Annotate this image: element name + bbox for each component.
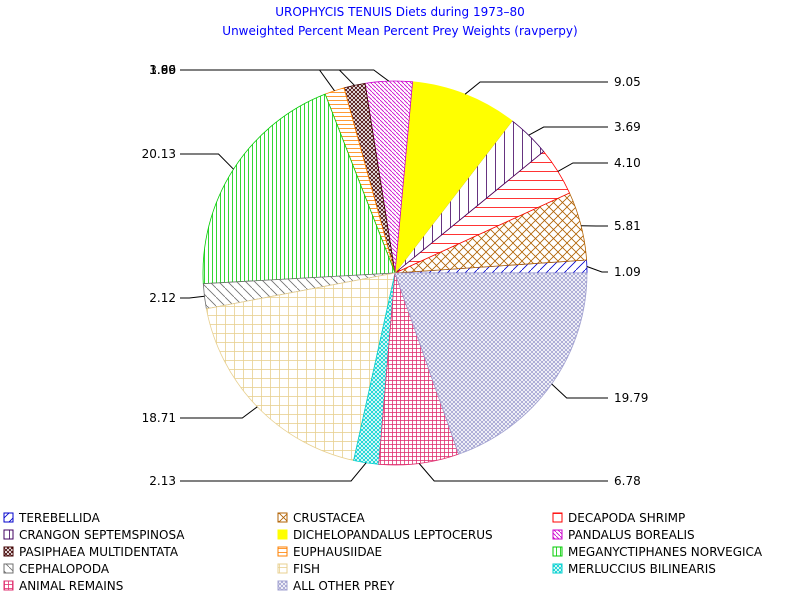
value-label-merluccius-bilinearis: 2.13 — [149, 474, 176, 488]
legend-swatch — [277, 512, 288, 523]
legend-label: PANDALUS BOREALIS — [568, 528, 695, 542]
value-label-terebellida: 1.09 — [614, 265, 641, 279]
leader-line-pasiphaea-multidentata — [180, 69, 355, 86]
leader-line-meganyctiphanes-norvegica — [180, 153, 234, 170]
legend-swatch — [3, 580, 14, 591]
leader-line-dichelopandalus-leptocerus — [464, 81, 608, 95]
legend-item-pasiphaea-multidentata: PASIPHAEA MULTIDENTATA — [3, 545, 179, 559]
leader-line-crangon-septemspinosa — [528, 126, 608, 136]
legend-item-dichelopandalus-leptocerus: DICHELOPANDALUS LEPTOCERUS — [277, 528, 493, 542]
slice-all-other-prey — [394, 272, 588, 455]
value-label-dichelopandalus-leptocerus: 9.05 — [614, 75, 641, 89]
legend-swatch — [277, 529, 288, 540]
slice-labels: 1.09 5.81 4.10 3.69 9.05 3.991.801.66 20.13 2.1… — [142, 63, 649, 488]
value-label-pandalus-borealis: 3.99 — [149, 63, 176, 77]
legend-swatch — [552, 563, 563, 574]
legend-label: FISH — [293, 562, 320, 576]
chart-subtitle: Unweighted Percent Mean Percent Prey Wei… — [222, 24, 577, 38]
legend-label: ANIMAL REMAINS — [19, 579, 123, 593]
legend-item-crangon-septemspinosa: CRANGON SEPTEMSPINOSA — [3, 528, 185, 542]
legend-item-all-other-prey: ALL OTHER PREY — [277, 579, 395, 593]
legend-label: EUPHAUSIIDAE — [293, 545, 382, 559]
value-label-decapoda-shrimp: 4.10 — [614, 156, 641, 170]
legend-swatch — [3, 512, 14, 523]
leader-line-animal-remains — [418, 463, 608, 482]
legend-swatch — [552, 512, 563, 523]
legend-item-euphausiidae: EUPHAUSIIDAE — [277, 545, 382, 559]
value-label-fish: 18.71 — [142, 411, 176, 425]
slice-dichelopandalus-leptocerus — [394, 81, 513, 275]
legend-item-animal-remains: ANIMAL REMAINS — [3, 579, 123, 593]
legend-item-terebellida: TEREBELLIDA — [3, 511, 101, 525]
leader-line-merluccius-bilinearis — [180, 462, 367, 482]
leader-line-terebellida — [586, 266, 608, 273]
value-label-euphausiidae: 1.66 — [149, 63, 176, 77]
legend-label: PASIPHAEA MULTIDENTATA — [19, 545, 179, 559]
value-label-meganyctiphanes-norvegica: 20.13 — [142, 147, 176, 161]
pie-slices — [202, 80, 588, 466]
leader-line-all-other-prey — [551, 383, 608, 399]
legend-item-decapoda-shrimp: DECAPODA SHRIMP — [552, 511, 685, 525]
chart-title: UROPHYCIS TENUIS Diets during 1973–80 — [275, 5, 525, 19]
legend-swatch — [3, 563, 14, 574]
leader-line-decapoda-shrimp — [557, 162, 608, 172]
leader-line-euphausiidae — [180, 69, 335, 92]
legend-swatch — [3, 546, 14, 557]
legend: TEREBELLIDA CRUSTACEA DECAPODA SHRIMP CRANG… — [3, 511, 763, 593]
legend-label: MERLUCCIUS BILINEARIS — [568, 562, 716, 576]
legend-label: TEREBELLIDA — [18, 511, 101, 525]
legend-label: CRANGON SEPTEMSPINOSA — [19, 528, 185, 542]
legend-item-merluccius-bilinearis: MERLUCCIUS BILINEARIS — [552, 562, 716, 576]
legend-swatch — [552, 529, 563, 540]
legend-item-pandalus-borealis: PANDALUS BOREALIS — [552, 528, 695, 542]
value-label-cephalopoda: 2.12 — [149, 291, 176, 305]
value-label-pasiphaea-multidentata: 1.80 — [149, 63, 176, 77]
legend-swatch — [277, 546, 288, 557]
legend-label: MEGANYCTIPHANES NORVEGICA — [568, 545, 763, 559]
legend-label: DICHELOPANDALUS LEPTOCERUS — [293, 528, 493, 542]
legend-item-fish: FISH — [277, 562, 320, 576]
legend-item-crustacea: CRUSTACEA — [277, 511, 365, 525]
value-label-crangon-septemspinosa: 3.69 — [614, 120, 641, 134]
value-label-animal-remains: 6.78 — [614, 474, 641, 488]
legend-swatch — [3, 529, 14, 540]
legend-swatch — [552, 546, 563, 557]
legend-swatch — [277, 563, 288, 574]
leader-line-pandalus-borealis — [180, 69, 390, 82]
value-label-all-other-prey: 19.79 — [614, 391, 648, 405]
legend-label: DECAPODA SHRIMP — [568, 511, 685, 525]
legend-label: ALL OTHER PREY — [293, 579, 395, 593]
legend-item-meganyctiphanes-norvegica: MEGANYCTIPHANES NORVEGICA — [552, 545, 763, 559]
legend-label: CEPHALOPODA — [19, 562, 110, 576]
legend-label: CRUSTACEA — [293, 511, 365, 525]
leader-line-fish — [180, 406, 258, 419]
value-label-crustacea: 5.81 — [614, 219, 641, 233]
slice-meganyctiphanes-norvegica — [202, 93, 396, 285]
legend-item-cephalopoda: CEPHALOPODA — [3, 562, 110, 576]
leader-line-cephalopoda — [180, 295, 205, 299]
legend-swatch — [277, 580, 288, 591]
